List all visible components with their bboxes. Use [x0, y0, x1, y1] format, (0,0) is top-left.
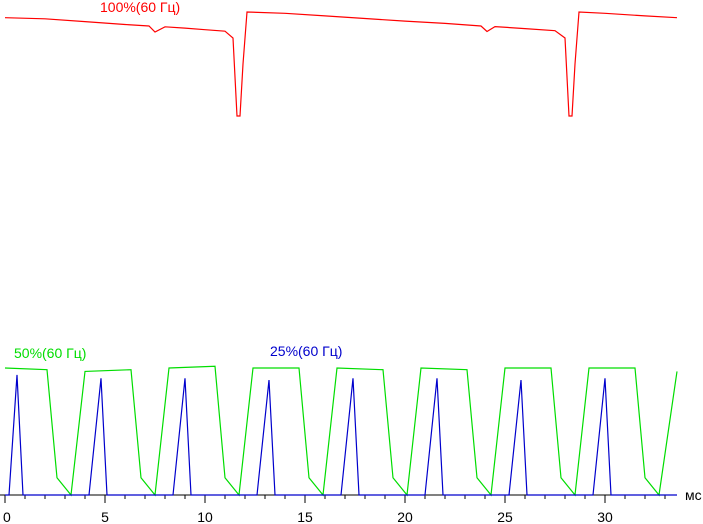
- series-layer: [4, 11, 678, 497]
- series-line-0: [4, 11, 678, 117]
- x-tick-label-5: 5: [101, 509, 109, 524]
- x-axis: 0 5 10 15 20 25 30 мс: [0, 487, 702, 524]
- x-tick-label-15: 15: [297, 509, 313, 524]
- x-unit-label: мс: [685, 487, 702, 503]
- series-label-0: 100%(60 Гц): [100, 0, 180, 15]
- x-tick-label-25: 25: [497, 509, 513, 524]
- series-line-2: [5, 374, 677, 496]
- x-tick-label-30: 30: [597, 509, 613, 524]
- series-labels: 100%(60 Гц) 50%(60 Гц) 25%(60 Гц): [14, 0, 342, 361]
- series-label-2: 25%(60 Гц): [270, 343, 342, 359]
- x-tick-label-10: 10: [197, 509, 213, 524]
- series-line-1: [4, 365, 678, 497]
- x-tick-label-0: 0: [3, 509, 11, 524]
- series-label-1: 50%(60 Гц): [14, 345, 86, 361]
- x-tick-label-20: 20: [397, 509, 413, 524]
